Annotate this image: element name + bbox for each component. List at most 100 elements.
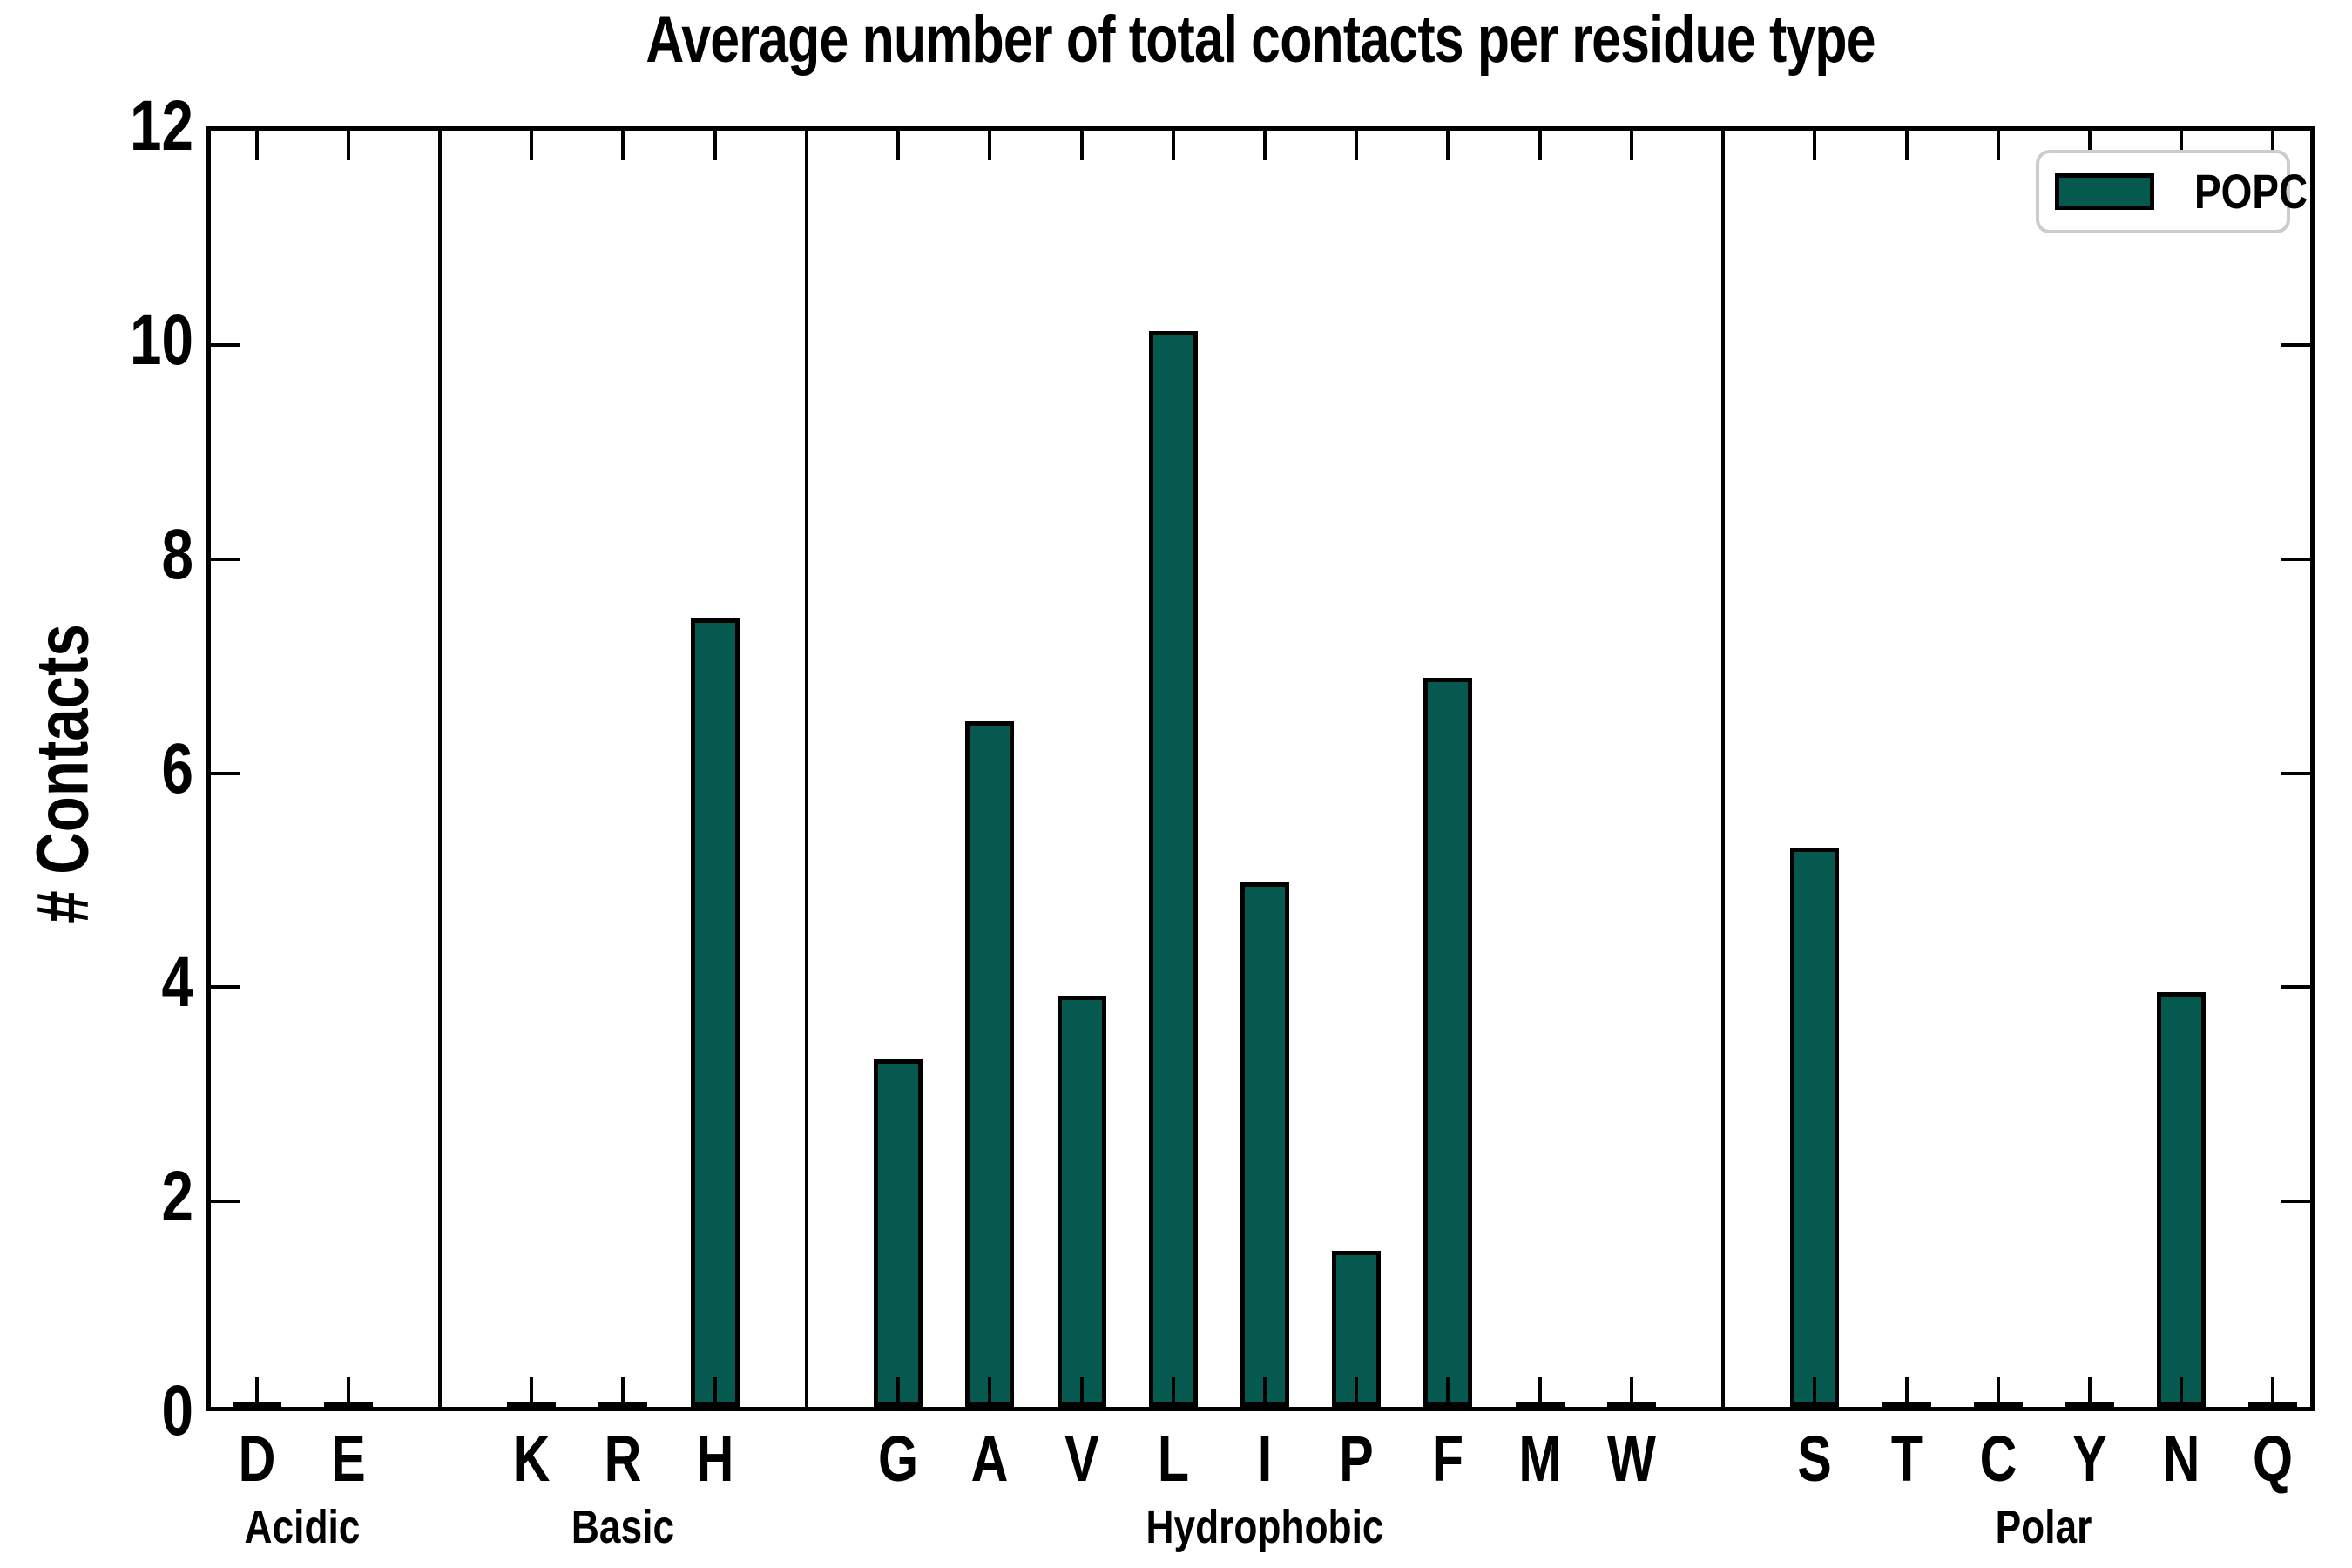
y-tick-label-6: 6 — [161, 728, 193, 808]
x-tick-bottom-S — [1813, 1377, 1817, 1407]
x-tick-label-P: P — [1339, 1423, 1374, 1495]
x-tick-top-R — [621, 131, 625, 160]
x-tick-top-G — [896, 131, 901, 160]
y-tick-right-10 — [2281, 342, 2310, 347]
x-tick-label-K: K — [512, 1423, 551, 1495]
x-tick-top-I — [1263, 131, 1267, 160]
x-tick-label-C: C — [1979, 1423, 2017, 1495]
x-tick-label-D: D — [238, 1423, 275, 1495]
x-tick-bottom-T — [1904, 1377, 1909, 1407]
y-tick-right-8 — [2281, 557, 2310, 561]
bar-N — [2157, 992, 2207, 1407]
x-tick-bottom-I — [1263, 1377, 1267, 1407]
y-tick-left-4 — [211, 985, 240, 990]
bar-V — [1057, 996, 1106, 1407]
group-label-acidic: Acidic — [244, 1501, 361, 1553]
bar-L — [1148, 331, 1198, 1407]
x-tick-bottom-Y — [2087, 1377, 2092, 1407]
group-separator-3 — [1721, 131, 1726, 1407]
bar-G — [874, 1059, 923, 1407]
x-tick-bottom-G — [896, 1377, 901, 1407]
x-tick-top-P — [1355, 131, 1359, 160]
x-tick-label-L: L — [1157, 1423, 1189, 1495]
y-tick-left-8 — [211, 557, 240, 561]
y-tick-right-2 — [2281, 1200, 2310, 1204]
x-tick-label-G: G — [878, 1423, 919, 1495]
y-tick-right-6 — [2281, 771, 2310, 775]
x-tick-top-K — [530, 131, 534, 160]
x-tick-bottom-E — [346, 1377, 350, 1407]
y-tick-left-2 — [211, 1200, 240, 1204]
legend-label: POPC — [2194, 164, 2308, 219]
x-tick-label-T: T — [1890, 1423, 1923, 1495]
group-separator-2 — [804, 131, 808, 1407]
y-tick-label-2: 2 — [161, 1157, 193, 1237]
legend: POPC — [2036, 150, 2308, 233]
x-tick-bottom-L — [1171, 1377, 1175, 1407]
x-tick-bottom-K — [530, 1377, 534, 1407]
x-tick-bottom-M — [1538, 1377, 1542, 1407]
x-tick-top-A — [988, 131, 992, 160]
y-tick-label-12: 12 — [130, 86, 193, 166]
x-tick-top-Y — [2087, 131, 2092, 160]
x-tick-bottom-N — [2180, 1377, 2184, 1407]
x-tick-top-Q — [2271, 131, 2275, 160]
bar-I — [1240, 882, 1289, 1407]
group-separator-1 — [438, 131, 443, 1407]
y-tick-left-6 — [211, 771, 240, 775]
x-tick-label-I: I — [1257, 1423, 1273, 1495]
x-tick-top-N — [2180, 131, 2184, 160]
x-tick-label-F: F — [1432, 1423, 1464, 1495]
group-label-polar: Polar — [1995, 1501, 2092, 1553]
x-tick-top-C — [1996, 131, 2000, 160]
x-tick-label-N: N — [2162, 1423, 2200, 1495]
x-tick-label-Y: Y — [2072, 1423, 2107, 1495]
y-tick-label-8: 8 — [161, 514, 193, 594]
x-tick-top-W — [1629, 131, 1633, 160]
group-label-basic: Basic — [571, 1501, 675, 1553]
plot-area — [206, 126, 2315, 1411]
x-tick-top-M — [1538, 131, 1542, 160]
x-tick-label-M: M — [1517, 1423, 1562, 1495]
chart-title-text: Average number of total contacts per res… — [645, 3, 1876, 77]
x-tick-top-T — [1904, 131, 1909, 160]
y-tick-right-4 — [2281, 985, 2310, 990]
bar-F — [1423, 678, 1473, 1407]
chart-title: Average number of total contacts per res… — [206, 2, 2315, 78]
x-tick-label-S: S — [1797, 1423, 1833, 1495]
x-tick-bottom-C — [1996, 1377, 2000, 1407]
x-tick-top-H — [713, 131, 717, 160]
x-tick-label-W: W — [1606, 1423, 1656, 1495]
x-tick-label-Q: Q — [2253, 1423, 2294, 1495]
x-tick-label-R: R — [605, 1423, 642, 1495]
x-tick-label-H: H — [696, 1423, 734, 1495]
x-tick-bottom-D — [254, 1377, 259, 1407]
x-tick-bottom-H — [713, 1377, 717, 1407]
x-tick-label-A: A — [970, 1423, 1009, 1495]
x-tick-bottom-W — [1629, 1377, 1633, 1407]
legend-swatch-popc — [2055, 173, 2154, 210]
x-tick-top-D — [254, 131, 259, 160]
bar-H — [690, 618, 740, 1407]
x-tick-label-E: E — [331, 1423, 366, 1495]
x-tick-label-V: V — [1064, 1423, 1099, 1495]
x-tick-top-E — [346, 131, 350, 160]
x-tick-top-F — [1446, 131, 1450, 160]
y-tick-left-10 — [211, 342, 240, 347]
x-tick-bottom-V — [1079, 1377, 1084, 1407]
group-label-hydrophobic: Hydrophobic — [1146, 1501, 1384, 1553]
bar-S — [1790, 848, 1840, 1407]
x-tick-top-V — [1079, 131, 1084, 160]
y-tick-label-0: 0 — [161, 1371, 193, 1450]
x-tick-bottom-A — [988, 1377, 992, 1407]
x-tick-bottom-F — [1446, 1377, 1450, 1407]
x-tick-bottom-P — [1355, 1377, 1359, 1407]
x-tick-bottom-R — [621, 1377, 625, 1407]
y-tick-label-4: 4 — [161, 943, 193, 1023]
bar-A — [965, 721, 1015, 1407]
y-tick-label-10: 10 — [130, 300, 193, 380]
x-tick-top-S — [1813, 131, 1817, 160]
x-tick-top-L — [1171, 131, 1175, 160]
x-tick-bottom-Q — [2271, 1377, 2275, 1407]
